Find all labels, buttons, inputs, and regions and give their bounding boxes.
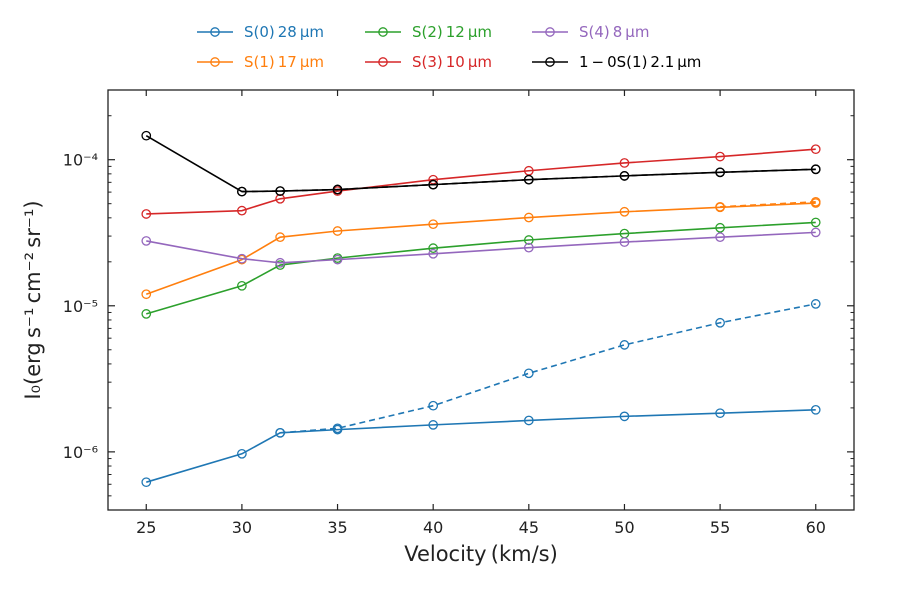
- y-tick-label: 10⁻⁴: [63, 151, 98, 170]
- series-point: [332, 424, 343, 435]
- series-point: [428, 420, 439, 430]
- series-point: [715, 222, 725, 233]
- series-point: [141, 477, 152, 488]
- series-point: [619, 171, 630, 181]
- x-axis-label: Velocity (km/s): [404, 542, 558, 566]
- series-point: [810, 404, 821, 415]
- x-tick-label: 35: [327, 518, 347, 537]
- series-dashed-point: [715, 317, 725, 328]
- series-point: [715, 408, 725, 419]
- series-point: [428, 248, 439, 259]
- x-tick-label: 55: [710, 518, 730, 537]
- x-axis: 25 30 35 40 45 50 55 60: [136, 90, 826, 537]
- series-point: [332, 254, 343, 265]
- series-dashed-point: [523, 368, 534, 379]
- series-point: [619, 237, 630, 247]
- series-point: [141, 209, 152, 219]
- series-point: [237, 186, 247, 197]
- series-point: [275, 427, 286, 438]
- y-tick-label: 10⁻⁵: [63, 297, 98, 316]
- series-dashed-point: [619, 340, 630, 350]
- series-point: [523, 174, 534, 185]
- legend-label: S(4) 8 μm: [579, 23, 649, 41]
- legend-swatch-marker: [378, 57, 388, 67]
- plot-area: [107, 89, 855, 511]
- series-point: [141, 289, 152, 300]
- legend-swatch-marker: [210, 57, 220, 67]
- series-point: [523, 235, 534, 245]
- series-point: [428, 243, 439, 254]
- series-dashed-point: [810, 299, 821, 309]
- x-tick-label: 25: [136, 518, 156, 537]
- series-point: [810, 198, 821, 208]
- x-tick-label: 40: [423, 518, 443, 537]
- series-point: [237, 253, 247, 264]
- x-tick-label: 50: [614, 518, 634, 537]
- series-point: [715, 202, 725, 213]
- series-point: [237, 448, 247, 459]
- series-dashed-line-0: [280, 303, 816, 434]
- series-dashed-point: [428, 400, 439, 411]
- series-point: [428, 219, 439, 230]
- legend-label: S(0) 28 μm: [244, 23, 324, 41]
- legend-swatch-marker: [210, 27, 220, 37]
- legend-swatch-marker: [378, 27, 388, 37]
- y-axis: 10⁻⁶ 10⁻⁵ 10⁻⁴: [63, 115, 854, 511]
- legend-label: S(3) 10 μm: [412, 53, 492, 71]
- series-point: [237, 205, 247, 216]
- x-tick-label: 45: [519, 518, 539, 537]
- legend-swatch-marker: [545, 57, 555, 67]
- series-point: [275, 186, 286, 196]
- y-axis-label: I₀(erg s⁻¹ cm⁻² sr⁻¹): [21, 200, 45, 399]
- series-line-1: [145, 202, 816, 295]
- series-line-2: [146, 221, 816, 315]
- x-tick-label: 30: [232, 518, 252, 537]
- legend-label: S(1) 17 μm: [244, 53, 324, 71]
- series-point: [523, 415, 534, 426]
- series-point: [715, 167, 725, 178]
- series-point: [141, 130, 152, 141]
- series-point: [237, 280, 247, 291]
- legend-swatch-marker: [545, 27, 555, 37]
- series-point: [141, 236, 152, 246]
- series-layer: [141, 130, 821, 488]
- series-point: [715, 232, 725, 243]
- series-point: [810, 227, 821, 238]
- series-point: [332, 226, 343, 236]
- series-point: [619, 206, 630, 217]
- series-point: [332, 184, 343, 195]
- series-line-4: [146, 231, 816, 264]
- series-point: [619, 158, 630, 168]
- y-tick-label: 10⁻⁶: [63, 443, 98, 462]
- series-point: [523, 242, 534, 253]
- series-point: [275, 193, 286, 204]
- series-line-0: [146, 409, 816, 483]
- series-point: [275, 232, 286, 243]
- series-point: [428, 179, 439, 190]
- series-point: [275, 257, 286, 268]
- series-line-3: [146, 148, 816, 215]
- series-point: [810, 164, 821, 175]
- series-point: [810, 217, 821, 228]
- legend: S(0) 28 μm S(1) 17 μm S(2) 12 μm S(3) 10 μm…: [197, 23, 701, 71]
- series-point: [141, 309, 152, 319]
- series-line-5: [145, 134, 816, 193]
- x-tick-label: 60: [806, 518, 826, 537]
- series-point: [715, 151, 725, 162]
- legend-label: 1 − 0S(1) 2.1 μm: [579, 53, 701, 71]
- series-point: [619, 411, 630, 422]
- series-point: [523, 212, 534, 223]
- legend-label: S(2) 12 μm: [412, 23, 492, 41]
- series-point: [810, 144, 821, 155]
